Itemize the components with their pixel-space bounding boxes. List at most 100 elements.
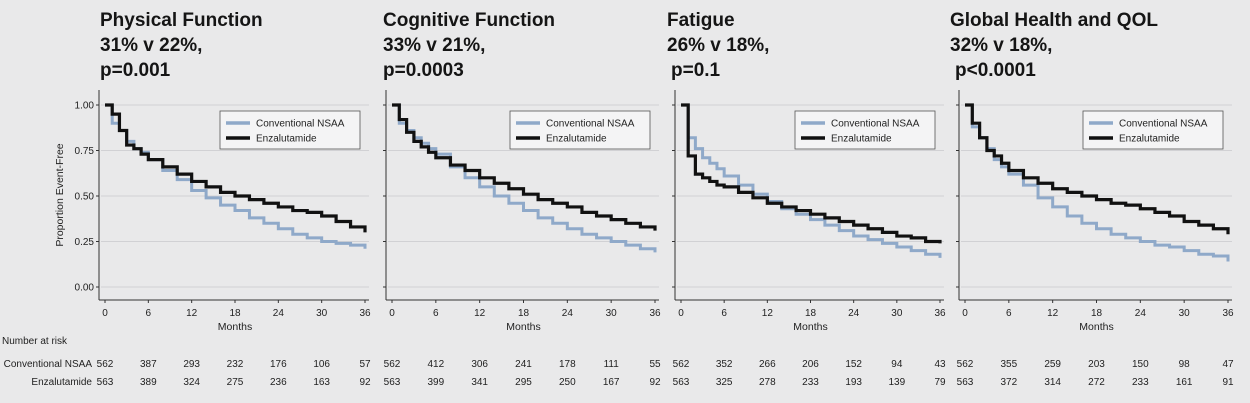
- legend: Conventional NSAA Enzalutamide: [794, 110, 936, 150]
- at-risk-value: 563: [384, 377, 401, 388]
- at-risk-value: 325: [716, 377, 733, 388]
- at-risk-value: 139: [888, 377, 905, 388]
- at-risk-value: 233: [802, 377, 819, 388]
- at-risk-value: 233: [1132, 377, 1149, 388]
- legend-label: Conventional NSAA: [1119, 119, 1208, 130]
- panel-1-stat-line-2: p=0.001: [100, 60, 171, 81]
- at-risk-value: 562: [673, 359, 690, 370]
- y-axis-title: Proportion Event-Free: [54, 143, 66, 246]
- y-tick-label: 0.75: [75, 146, 95, 157]
- at-risk-value: 562: [97, 359, 114, 370]
- at-risk-value: 92: [649, 377, 661, 388]
- at-risk-value: 176: [270, 359, 287, 370]
- at-risk-value: 562: [957, 359, 974, 370]
- legend-label: Enzalutamide: [256, 134, 317, 145]
- at-risk-header: Number at risk: [2, 336, 68, 347]
- at-risk-value: 412: [427, 359, 444, 370]
- y-tick-label: 1.00: [75, 101, 95, 112]
- at-risk-value: 232: [227, 359, 244, 370]
- panel-2-stat-line-2: p=0.0003: [383, 60, 464, 81]
- at-risk-value: 47: [1222, 359, 1234, 370]
- y-tick-label: 0.25: [75, 237, 95, 248]
- at-risk-value: 241: [515, 359, 532, 370]
- x-tick-label: 18: [1091, 308, 1103, 319]
- legend-label: Conventional NSAA: [831, 119, 920, 130]
- km-panel-cognitive-function: 0 6 12 18 24 30 36 Months Conventional NSAA Enzal…: [383, 90, 661, 388]
- at-risk-value: 43: [934, 359, 946, 370]
- legend-box: [509, 110, 651, 150]
- at-risk-value: 106: [313, 359, 330, 370]
- at-risk-value: 387: [140, 359, 157, 370]
- legend: Conventional NSAA Enzalutamide: [1082, 110, 1224, 150]
- at-risk-value: 193: [845, 377, 862, 388]
- x-tick-label: 36: [649, 308, 661, 319]
- panel-4-stat-line-1: 32% v 18%,: [950, 35, 1052, 56]
- at-risk-value: 266: [759, 359, 776, 370]
- series-line-enzalutamide: [681, 103, 942, 244]
- at-risk-value: 98: [1179, 359, 1191, 370]
- x-tick-label: 30: [1179, 308, 1191, 319]
- panel-3-stat-line-1: 26% v 18%,: [667, 35, 769, 56]
- at-risk-value: 236: [270, 377, 287, 388]
- at-risk-value: 399: [427, 377, 444, 388]
- x-axis-title: Months: [1079, 321, 1113, 333]
- x-tick-label: 12: [1047, 308, 1059, 319]
- y-tick-label: 0.00: [75, 283, 95, 294]
- x-tick-label: 30: [891, 308, 903, 319]
- at-risk-value: 79: [934, 377, 946, 388]
- panel-4-stat-line-2: p<0.0001: [955, 60, 1036, 81]
- km-panel-physical-function: 0.00 0.25 0.50 0.75 1.00 0 6 12 18 24 30 36 Months Co…: [75, 90, 371, 388]
- x-tick-label: 30: [606, 308, 618, 319]
- x-tick-label: 18: [805, 308, 817, 319]
- x-tick-label: 6: [1006, 308, 1012, 319]
- panel-2-stat-line-1: 33% v 21%,: [383, 35, 485, 56]
- x-tick-label: 0: [678, 308, 684, 319]
- series-line-conventional-nsaa: [392, 103, 657, 253]
- legend-box: [794, 110, 936, 150]
- at-risk-value: 150: [1132, 359, 1149, 370]
- legend-label: Enzalutamide: [546, 134, 607, 145]
- x-tick-label: 0: [102, 308, 108, 319]
- x-tick-label: 6: [721, 308, 727, 319]
- x-tick-label: 24: [273, 308, 285, 319]
- panel-1-title: Physical Function: [100, 10, 263, 31]
- at-risk-value: 324: [183, 377, 200, 388]
- panel-1-stat-line-1: 31% v 22%,: [100, 35, 202, 56]
- at-risk-value: 293: [183, 359, 200, 370]
- at-risk-value: 314: [1044, 377, 1061, 388]
- at-risk-value: 275: [227, 377, 244, 388]
- at-risk-value: 167: [603, 377, 620, 388]
- at-risk-value: 161: [1176, 377, 1193, 388]
- legend-box: [1082, 110, 1224, 150]
- x-tick-label: 6: [146, 308, 152, 319]
- x-axis-title: Months: [218, 321, 252, 333]
- legend-label: Enzalutamide: [831, 134, 892, 145]
- at-risk-value: 259: [1044, 359, 1061, 370]
- at-risk-value: 295: [515, 377, 532, 388]
- at-risk-value: 152: [845, 359, 862, 370]
- at-risk-value: 91: [1222, 377, 1234, 388]
- at-risk-value: 563: [673, 377, 690, 388]
- y-tick-label: 0.50: [75, 192, 95, 203]
- series-line-enzalutamide: [105, 103, 367, 233]
- at-risk-value: 389: [140, 377, 157, 388]
- km-panel-fatigue: 0 6 12 18 24 30 36 Months Conventional NSAA Enzal…: [672, 90, 946, 388]
- at-risk-value: 250: [559, 377, 576, 388]
- at-risk-value: 94: [891, 359, 903, 370]
- at-risk-value: 163: [313, 377, 330, 388]
- x-tick-label: 12: [762, 308, 774, 319]
- at-risk-value: 57: [359, 359, 371, 370]
- x-tick-label: 36: [934, 308, 946, 319]
- km-panel-global-health-qol: 0 6 12 18 24 30 36 Months Conventional NSAA Enzal…: [956, 90, 1234, 388]
- at-risk-value: 92: [359, 377, 371, 388]
- panel-2-title: Cognitive Function: [383, 10, 555, 31]
- series-line-enzalutamide: [392, 103, 657, 231]
- x-tick-label: 24: [1135, 308, 1147, 319]
- x-tick-label: 12: [186, 308, 198, 319]
- at-risk-value: 562: [384, 359, 401, 370]
- x-tick-label: 18: [518, 308, 530, 319]
- at-risk-value: 563: [957, 377, 974, 388]
- panel-4-title: Global Health and QOL: [950, 10, 1158, 31]
- at-risk-value: 355: [1000, 359, 1017, 370]
- x-tick-label: 18: [229, 308, 241, 319]
